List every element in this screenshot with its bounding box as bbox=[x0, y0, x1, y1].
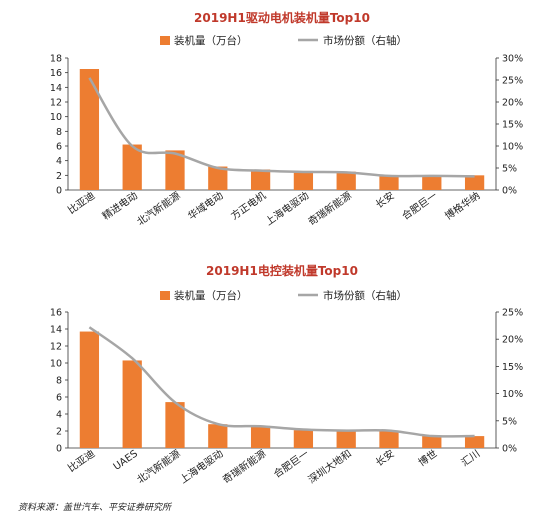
chart1-bar-7 bbox=[336, 171, 356, 190]
chart1-bar-5 bbox=[250, 169, 271, 190]
chart2-category-label: 长安 bbox=[373, 447, 397, 469]
chart1-left-tick-label: 18 bbox=[50, 54, 62, 65]
chart2-bar-3 bbox=[165, 402, 185, 448]
chart2-category-label: UAES bbox=[112, 448, 140, 472]
chart1-category-label: 北汽新能源 bbox=[134, 189, 182, 228]
chart1-category-label: 方正电机 bbox=[228, 189, 268, 223]
chart1-right-tick-label: 30% bbox=[502, 54, 523, 65]
chart2-right-tick-label: 25% bbox=[502, 308, 523, 319]
chart1-left-tick-label: 12 bbox=[50, 98, 62, 109]
chart1-bar-2 bbox=[122, 144, 142, 190]
chart1-bar-6 bbox=[293, 170, 314, 190]
chart1-left-tick-label: 6 bbox=[56, 142, 62, 153]
chart2-left-tick-label: 2 bbox=[56, 427, 62, 438]
chart1-category-label: 比亚迪 bbox=[66, 190, 97, 217]
chart2-left-tick-label: 12 bbox=[50, 342, 62, 353]
chart1-bar-4 bbox=[208, 166, 228, 190]
chart2-bar-2 bbox=[122, 360, 142, 448]
chart1-legend-bar-label: 装机量（万台） bbox=[174, 34, 248, 47]
chart1-left-tick-label: 14 bbox=[50, 83, 62, 94]
chart1-category-label: 精进电动 bbox=[100, 189, 140, 223]
chart2-right-tick-label: 20% bbox=[502, 335, 523, 346]
chart2-bar-5 bbox=[250, 425, 271, 448]
chart2-category-label: 上海电驱动 bbox=[177, 447, 225, 486]
chart1-bar-10 bbox=[464, 175, 485, 190]
chart1-right-tick-label: 10% bbox=[502, 142, 523, 153]
chart2-left-tick-label: 4 bbox=[56, 410, 62, 421]
chart2-category-label: 博世 bbox=[416, 447, 440, 469]
chart2-right-tick-label: 5% bbox=[502, 416, 517, 427]
chart2-bar-1 bbox=[79, 331, 100, 448]
chart1-category-label: 华域电动 bbox=[185, 189, 225, 223]
chart2-right-tick-label: 15% bbox=[502, 362, 523, 373]
chart2-left-tick-label: 8 bbox=[56, 376, 62, 387]
chart1-left-tick-label: 10 bbox=[50, 112, 62, 123]
chart2-category-label: 奇瑞新能源 bbox=[220, 447, 268, 486]
chart2-legend-line-label: 市场份额（右轴） bbox=[323, 289, 407, 302]
chart2-bar-6 bbox=[293, 430, 314, 448]
chart1-category-label: 长安 bbox=[373, 189, 397, 211]
source-note: 资料来源：盖世汽车、平安证券研究所 bbox=[18, 503, 172, 513]
chart2-left-tick-label: 16 bbox=[50, 308, 62, 319]
chart1-right-tick-label: 0% bbox=[502, 186, 517, 197]
chart1-share-line bbox=[88, 77, 475, 178]
chart1-right-tick-label: 20% bbox=[502, 98, 523, 109]
chart2-category-label: 北汽新能源 bbox=[134, 447, 182, 486]
chart1-category-label: 博格华纳 bbox=[442, 189, 482, 223]
chart1-category-label: 奇瑞新能源 bbox=[306, 189, 354, 228]
chart2-right-tick-label: 0% bbox=[502, 444, 517, 455]
chart1-left-tick-label: 0 bbox=[56, 186, 62, 197]
chart1-legend-bar-swatch bbox=[160, 36, 170, 45]
chart2-bar-8 bbox=[379, 431, 399, 448]
chart2-title: 2019H1电控装机量Top10 bbox=[206, 263, 358, 278]
chart2-left-tick-label: 14 bbox=[50, 325, 62, 336]
chart2-category-label: 深圳大地和 bbox=[306, 447, 354, 486]
chart1-right-tick-label: 5% bbox=[502, 164, 517, 175]
chart2-left-tick-label: 6 bbox=[56, 393, 62, 404]
chart2-category-label: 比亚迪 bbox=[66, 448, 97, 475]
chart2-category-label: 汇川 bbox=[458, 447, 482, 469]
chart1-bar-1 bbox=[79, 69, 100, 190]
chart1-title: 2019H1驱动电机装机量Top10 bbox=[194, 10, 370, 25]
chart2-left-tick-label: 10 bbox=[50, 359, 62, 370]
chart2-bar-9 bbox=[422, 436, 442, 448]
chart2-left-tick-label: 0 bbox=[56, 444, 62, 455]
chart2-right-tick-label: 10% bbox=[502, 389, 523, 400]
chart1-left-tick-label: 8 bbox=[56, 127, 62, 138]
chart1-category-label: 合肥巨一 bbox=[399, 189, 439, 223]
chart2-bar-7 bbox=[336, 431, 356, 448]
chart2-share-line bbox=[88, 326, 475, 438]
chart2-bar-10 bbox=[464, 436, 485, 448]
chart1-left-tick-label: 4 bbox=[56, 156, 62, 167]
chart1-right-tick-label: 25% bbox=[502, 76, 523, 87]
chart1-left-tick-label: 16 bbox=[50, 68, 62, 79]
chart1-bar-9 bbox=[422, 175, 442, 190]
chart2-category-label: 合肥巨一 bbox=[271, 447, 311, 481]
chart1-bar-3 bbox=[165, 150, 185, 190]
chart1-left-tick-label: 2 bbox=[56, 171, 62, 182]
chart1-legend-line-label: 市场份额（右轴） bbox=[323, 34, 407, 47]
chart2-bar-4 bbox=[208, 424, 228, 448]
chart1-right-tick-label: 15% bbox=[502, 120, 523, 131]
chart2-legend-bar-swatch bbox=[160, 291, 170, 300]
chart2-legend-bar-label: 装机量（万台） bbox=[174, 289, 248, 302]
chart1-category-label: 上海电驱动 bbox=[263, 189, 311, 228]
chart1-bar-8 bbox=[379, 175, 399, 190]
